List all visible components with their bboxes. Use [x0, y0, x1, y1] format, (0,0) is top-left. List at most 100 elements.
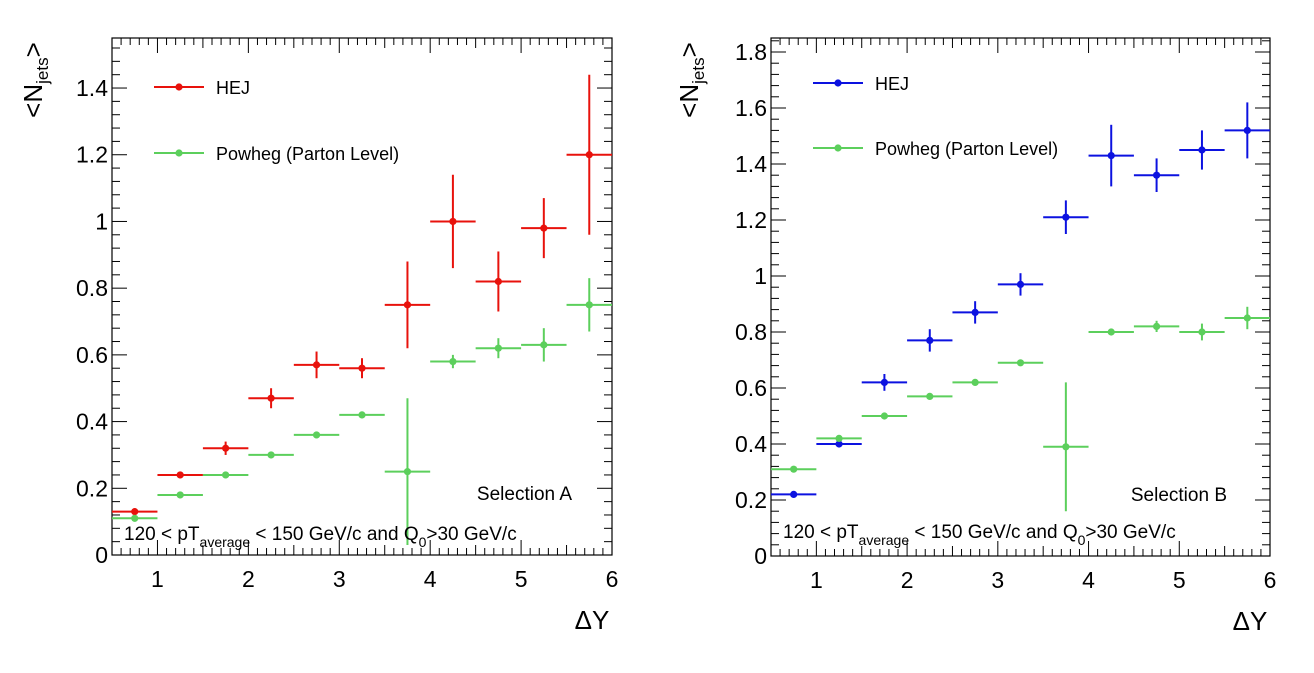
data-point [790, 490, 798, 498]
series-hej [112, 74, 612, 516]
legend-label: HEJ [875, 74, 909, 94]
data-point [403, 468, 412, 476]
y-axis-title: <Njets> [18, 42, 52, 118]
chart-panel-selection-a: 1 2 3 4 5 6 0 0.2 0.4 0.6 0.8 1 1.2 1.4 ΔY <Njets> HEJ Po… [18, 37, 619, 635]
data-point [1198, 328, 1206, 336]
data-point [358, 411, 366, 419]
x-tick-label: 1 [151, 566, 164, 592]
data-point [1198, 146, 1206, 154]
data-point [540, 341, 548, 349]
y-tick-label: 1 [95, 208, 108, 234]
data-point [585, 301, 593, 309]
data-point [790, 465, 798, 473]
data-point [176, 491, 184, 499]
legend-marker [834, 144, 842, 152]
x-tick-label: 5 [1173, 567, 1186, 593]
y-tick-label: 0.4 [735, 431, 767, 457]
y-tick-label: 0.8 [735, 319, 767, 345]
data-point [1243, 314, 1251, 322]
data-point [176, 471, 184, 479]
data-point [835, 434, 843, 442]
legend-label: HEJ [216, 78, 250, 98]
plot-frame [770, 37, 1271, 557]
x-tick-label: 2 [242, 566, 255, 592]
data-point [540, 224, 548, 232]
x-tick-label: 3 [991, 567, 1004, 593]
data-point [1107, 152, 1115, 160]
y-tick-label: 1.2 [735, 207, 767, 233]
data-point [312, 431, 321, 439]
x-tick-label: 4 [1082, 567, 1095, 593]
y-tick-label: 1.6 [735, 95, 767, 121]
data-point [926, 392, 934, 400]
x-tick-label: 3 [333, 566, 346, 592]
selection-annotation: Selection B [1131, 485, 1227, 506]
data-point [131, 514, 139, 522]
series-hej [771, 102, 1270, 498]
data-point [494, 344, 502, 352]
data-point [971, 378, 979, 386]
y-tick-label: 0 [754, 543, 767, 569]
cut-text: 120 < pTaverage < 150 GeV/c and Q0>30 Ge… [783, 522, 1176, 548]
series-powheg-parton-level- [771, 306, 1270, 512]
x-axis-title: ΔY [575, 605, 610, 635]
series-powheg-parton-level- [112, 278, 612, 545]
y-tick-label: 1.4 [735, 151, 767, 177]
y-axis-title: <Njets> [674, 42, 708, 118]
legend-label: Powheg (Parton Level) [216, 144, 399, 164]
y-tick-label: 1.4 [76, 75, 108, 101]
data-point [222, 471, 230, 479]
data-point [449, 217, 457, 226]
data-point [1062, 443, 1070, 451]
data-point [1016, 280, 1025, 288]
data-point [131, 508, 139, 516]
plot-frame [111, 37, 613, 556]
y-tick-label: 0.6 [735, 375, 767, 401]
y-tick-label: 0.2 [76, 475, 108, 501]
x-tick-label: 6 [606, 566, 619, 592]
y-tick-label: 0 [95, 542, 108, 568]
x-tick-label: 4 [424, 566, 437, 592]
legend-marker [175, 149, 183, 157]
data-point [1016, 359, 1025, 367]
data-point [312, 361, 321, 369]
data-point [403, 301, 412, 309]
y-tick-label: 1 [754, 263, 767, 289]
data-point [880, 378, 889, 386]
legend-marker [834, 79, 842, 87]
chart-panel-selection-b: 1 2 3 4 5 6 0 0.2 0.4 0.6 0.8 1 1.2 1.4 1.6 1.8 ΔY <Njets… [674, 37, 1277, 636]
y-tick-label: 0.2 [735, 487, 767, 513]
x-axis-title: ΔY [1233, 606, 1268, 636]
data-point [1152, 171, 1161, 179]
data-point [267, 451, 275, 459]
data-point [1107, 328, 1115, 336]
x-tick-label: 6 [1264, 567, 1277, 593]
data-point [267, 394, 275, 402]
x-tick-label: 5 [515, 566, 528, 592]
y-tick-label: 1.2 [76, 142, 108, 168]
x-tick-label: 2 [901, 567, 914, 593]
data-point [1062, 213, 1070, 221]
data-point [926, 336, 934, 344]
data-point [880, 412, 889, 420]
legend-label: Powheg (Parton Level) [875, 139, 1058, 159]
y-tick-label: 0.6 [76, 342, 108, 368]
data-point [1243, 126, 1251, 134]
x-tick-label: 1 [810, 567, 823, 593]
y-tick-label: 0.8 [76, 275, 108, 301]
y-tick-label: 0.4 [76, 409, 108, 435]
cut-text: 120 < pTaverage < 150 GeV/c and Q0>30 Ge… [124, 524, 517, 550]
data-point [222, 444, 230, 452]
y-tick-label: 1.8 [735, 39, 767, 65]
data-point [494, 277, 502, 286]
data-point [1152, 322, 1161, 330]
data-point [585, 151, 593, 159]
data-point [358, 364, 366, 372]
data-point [835, 440, 843, 448]
legend-marker [175, 83, 183, 91]
data-point [449, 357, 457, 366]
selection-annotation: Selection A [477, 484, 572, 505]
data-point [971, 308, 979, 316]
